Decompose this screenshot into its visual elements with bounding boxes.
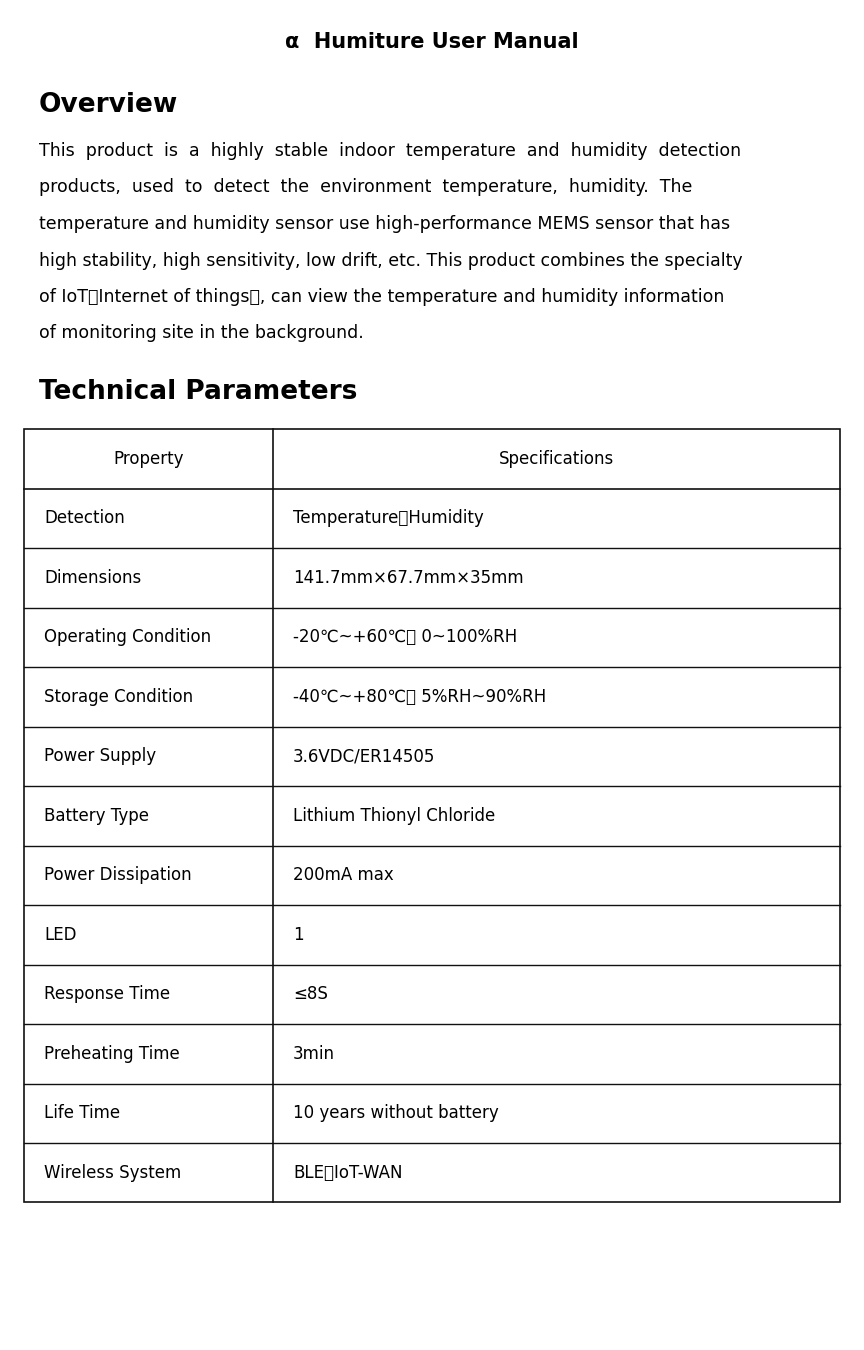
Text: ≤8S: ≤8S	[293, 986, 327, 1003]
Text: Technical Parameters: Technical Parameters	[39, 379, 357, 405]
Text: 3min: 3min	[293, 1045, 335, 1062]
Text: products,  used  to  detect  the  environment  temperature,  humidity.  The: products, used to detect the environment…	[39, 178, 692, 197]
Text: Temperature、Humidity: Temperature、Humidity	[293, 509, 484, 528]
Text: Power Dissipation: Power Dissipation	[44, 867, 192, 884]
Text: Power Supply: Power Supply	[44, 748, 156, 765]
Text: 200mA max: 200mA max	[293, 867, 394, 884]
Text: 3.6VDC/ER14505: 3.6VDC/ER14505	[293, 748, 435, 765]
Text: -40℃~+80℃、 5%RH~90%RH: -40℃~+80℃、 5%RH~90%RH	[293, 687, 546, 706]
Text: of monitoring site in the background.: of monitoring site in the background.	[39, 324, 364, 343]
Text: Response Time: Response Time	[44, 986, 170, 1003]
Text: 10 years without battery: 10 years without battery	[293, 1104, 499, 1122]
Text: BLE、IoT-WAN: BLE、IoT-WAN	[293, 1164, 403, 1181]
Text: Wireless System: Wireless System	[44, 1164, 181, 1181]
Text: Life Time: Life Time	[44, 1104, 120, 1122]
Text: Overview: Overview	[39, 92, 178, 117]
Text: Detection: Detection	[44, 509, 125, 528]
Text: temperature and humidity sensor use high-performance MEMS sensor that has: temperature and humidity sensor use high…	[39, 215, 730, 234]
Text: 141.7mm×67.7mm×35mm: 141.7mm×67.7mm×35mm	[293, 568, 524, 587]
Text: Battery Type: Battery Type	[44, 807, 149, 825]
Text: Lithium Thionyl Chloride: Lithium Thionyl Chloride	[293, 807, 495, 825]
Text: of IoT（Internet of things）, can view the temperature and humidity information: of IoT（Internet of things）, can view the…	[39, 288, 724, 306]
Text: high stability, high sensitivity, low drift, etc. This product combines the spec: high stability, high sensitivity, low dr…	[39, 251, 742, 270]
Text: -20℃~+60℃、 0~100%RH: -20℃~+60℃、 0~100%RH	[293, 628, 518, 647]
Text: This  product  is  a  highly  stable  indoor  temperature  and  humidity  detect: This product is a highly stable indoor t…	[39, 142, 741, 161]
Bar	[24, 429, 840, 1203]
Text: Preheating Time: Preheating Time	[44, 1045, 180, 1062]
Text: Operating Condition: Operating Condition	[44, 628, 212, 647]
Text: Property: Property	[113, 450, 184, 467]
Text: LED: LED	[44, 926, 77, 944]
Text: Storage Condition: Storage Condition	[44, 687, 194, 706]
Text: Specifications: Specifications	[499, 450, 614, 467]
Text: α  Humiture User Manual: α Humiture User Manual	[285, 32, 579, 53]
Text: 1: 1	[293, 926, 303, 944]
Text: Dimensions: Dimensions	[44, 568, 142, 587]
